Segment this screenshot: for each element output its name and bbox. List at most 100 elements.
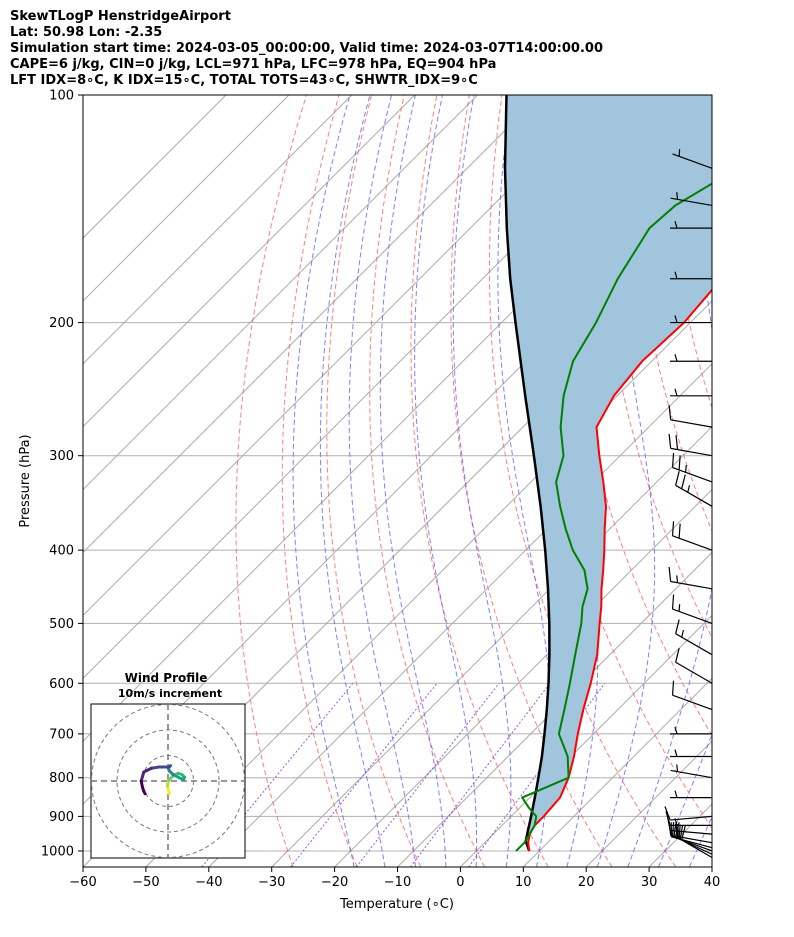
moist-adiabat-line [720, 95, 794, 867]
moist-adiabat-line [596, 95, 656, 867]
isotherm-line [334, 488, 712, 867]
wind-barb [675, 647, 713, 684]
x-tick-label: −60 [69, 875, 96, 890]
axes: −60 −50 −40 −30 −20 −10 0 10 20 30 40 100 200 300 400 5… [41, 89, 720, 891]
isotherm-line [83, 95, 290, 302]
dry-adiabat-line [763, 95, 794, 867]
dry-adiabat-line [597, 95, 712, 639]
wind-barb [670, 192, 713, 207]
wind-barb-half-flag [687, 485, 691, 493]
y-tick-label: 500 [49, 617, 74, 632]
x-tick-label: 10 [515, 875, 532, 890]
wind-barb [672, 148, 713, 169]
wind-barb-staff [672, 608, 713, 624]
wind-barb-staff [670, 447, 713, 457]
wind-barb-half-flag [681, 629, 685, 638]
wind-barb [670, 354, 712, 362]
isotherm-line [271, 425, 712, 867]
isotherm-line [83, 95, 604, 617]
wind-barb [670, 388, 712, 397]
moist-adiabat-line [414, 95, 478, 867]
wind-barb-half-flag [678, 148, 681, 157]
wind-barb-flag [678, 523, 681, 539]
y-tick-label: 100 [49, 89, 74, 104]
wind-barb-staff [672, 535, 713, 551]
wind-barb-staff [670, 829, 713, 835]
wind-barb-flag [675, 619, 680, 634]
isotherm-line [145, 300, 712, 867]
wind-barb-flag [665, 811, 671, 826]
hodograph-trace-segment [139, 770, 146, 783]
moist-adiabat-line [497, 95, 552, 867]
isotherm-line [83, 95, 416, 428]
dry-adiabat-line [730, 95, 794, 867]
isotherm-line [83, 95, 541, 554]
y-tick-label: 200 [49, 316, 74, 331]
x-tick-label: 40 [704, 875, 721, 890]
moist-adiabat-line [658, 733, 712, 867]
isotherm-line [83, 95, 353, 365]
wind-barb [668, 566, 713, 590]
wind-barb-flag [671, 453, 675, 468]
wind-barb [670, 220, 712, 229]
hodograph-title: Wind Profile [125, 671, 208, 685]
isotherm-line [83, 95, 478, 491]
moist-adiabat-line [292, 95, 355, 867]
wind-barb-staff [672, 467, 713, 483]
mixing-ratio-line [355, 682, 500, 867]
dry-adiabat-line [235, 95, 307, 867]
mixing-ratio-line [290, 682, 438, 867]
cape-fill [505, 95, 712, 851]
dry-adiabat-line [450, 95, 613, 867]
profile-lines [503, 95, 712, 852]
wind-barb-flag [664, 806, 671, 821]
wind-barb [670, 764, 713, 779]
cape-shaded-area [505, 95, 712, 851]
wind-barb-staff [675, 484, 713, 507]
wind-barb-half-flag [674, 790, 678, 798]
wind-barb [670, 790, 712, 799]
x-tick-label: −40 [195, 875, 222, 890]
temperature-profile-line [527, 288, 712, 852]
moist-adiabat-line [379, 95, 447, 867]
wind-barb-flag [668, 405, 672, 420]
wind-barb-half-flag [674, 749, 678, 757]
chart-title: SkewTLogP HenstridgeAirport [10, 9, 231, 24]
wind-barb-staff [670, 419, 713, 428]
parcel-profile-line [503, 95, 551, 852]
hodograph-inset: Wind Profile 10m/s increment [90, 671, 246, 859]
wind-barb-flag [671, 521, 675, 536]
wind-barb [664, 806, 713, 821]
moist-adiabat-line [452, 95, 512, 867]
x-tick-label: 0 [456, 875, 464, 890]
wind-barb-flag [678, 455, 681, 471]
wind-barb-staff [675, 633, 713, 656]
moist-adiabat-line [627, 95, 712, 867]
dry-adiabat-line [410, 95, 549, 867]
wind-barb-half-flag [674, 354, 678, 362]
y-axis-label: Pressure (hPa) [18, 434, 33, 527]
wind-barb-flag [675, 647, 680, 663]
wind-barb [671, 680, 713, 711]
isotherm-line [711, 866, 712, 867]
wind-barb [668, 433, 713, 457]
wind-barb-flag [675, 471, 680, 486]
wind-barb-staff [675, 661, 713, 684]
dry-adiabat-line [326, 95, 422, 867]
wind-barb-half-flag [676, 764, 679, 772]
wind-barb-staff [670, 815, 713, 821]
chart-header: SkewTLogP HenstridgeAirport Lat: 50.98 L… [10, 9, 603, 89]
wind-barb-flag [675, 435, 679, 450]
location-line: Lat: 50.98 Lon: -2.35 [10, 25, 163, 40]
wind-barb-flag [671, 680, 675, 696]
isotherm-line [460, 614, 712, 867]
moist-adiabat-line [319, 95, 386, 867]
x-axis-label: Temperature (∘C) [339, 897, 454, 912]
isotherm-line [522, 677, 712, 867]
wind-barb-flag [671, 594, 675, 610]
wind-barb [675, 619, 713, 656]
wind-barb [671, 594, 713, 624]
x-tick-label: −50 [132, 875, 159, 890]
wind-barb-half-flag [674, 388, 678, 397]
